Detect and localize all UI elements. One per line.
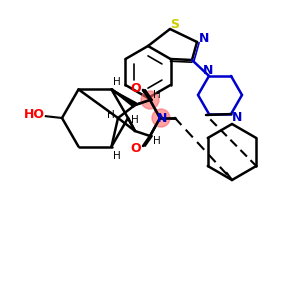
Text: N: N: [199, 32, 209, 46]
Text: H: H: [112, 77, 120, 87]
Text: O: O: [131, 82, 141, 94]
Text: H: H: [112, 151, 120, 160]
Text: O: O: [131, 142, 141, 154]
Circle shape: [152, 109, 170, 127]
Text: S: S: [170, 17, 179, 31]
Text: HO: HO: [23, 109, 44, 122]
Text: H: H: [107, 110, 115, 120]
Text: H: H: [153, 90, 161, 100]
Text: H: H: [153, 136, 161, 146]
Circle shape: [141, 91, 159, 109]
Polygon shape: [112, 89, 136, 107]
Text: N: N: [203, 64, 213, 77]
Text: N: N: [157, 112, 167, 124]
Text: N: N: [232, 111, 242, 124]
Text: H: H: [131, 115, 139, 125]
